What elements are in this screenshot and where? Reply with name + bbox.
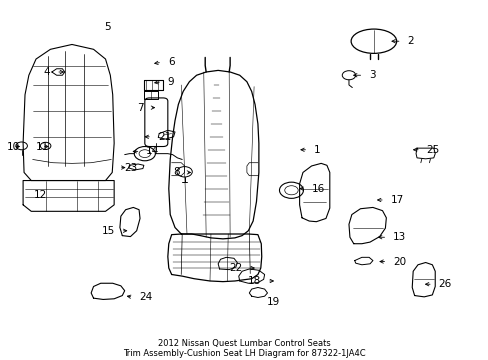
Text: 20: 20	[392, 257, 406, 266]
Text: 17: 17	[390, 195, 403, 205]
Text: 19: 19	[266, 297, 279, 307]
Text: 2012 Nissan Quest Lumbar Control Seats
Trim Assembly-Cushion Seat LH Diagram for: 2012 Nissan Quest Lumbar Control Seats T…	[123, 339, 365, 358]
Text: 24: 24	[139, 292, 152, 302]
Text: 15: 15	[102, 226, 115, 236]
Text: 18: 18	[247, 276, 261, 286]
Text: 11: 11	[36, 141, 49, 152]
Text: 7: 7	[137, 103, 143, 113]
Text: 14: 14	[146, 147, 159, 156]
Text: 12: 12	[34, 190, 47, 200]
Text: 23: 23	[124, 163, 138, 172]
Text: 9: 9	[167, 77, 174, 87]
Text: 8: 8	[173, 167, 180, 177]
Text: 25: 25	[426, 145, 439, 155]
Text: 6: 6	[167, 57, 174, 67]
Text: 26: 26	[438, 279, 451, 289]
Text: 4: 4	[44, 67, 50, 77]
Text: 1: 1	[313, 145, 320, 155]
Text: 5: 5	[104, 22, 111, 31]
Text: 13: 13	[392, 232, 406, 242]
Text: 16: 16	[311, 184, 324, 194]
Text: 21: 21	[158, 132, 171, 142]
Text: 10: 10	[7, 141, 20, 152]
Text: 2: 2	[407, 36, 413, 46]
Text: 3: 3	[368, 70, 375, 80]
Text: 22: 22	[228, 263, 242, 273]
